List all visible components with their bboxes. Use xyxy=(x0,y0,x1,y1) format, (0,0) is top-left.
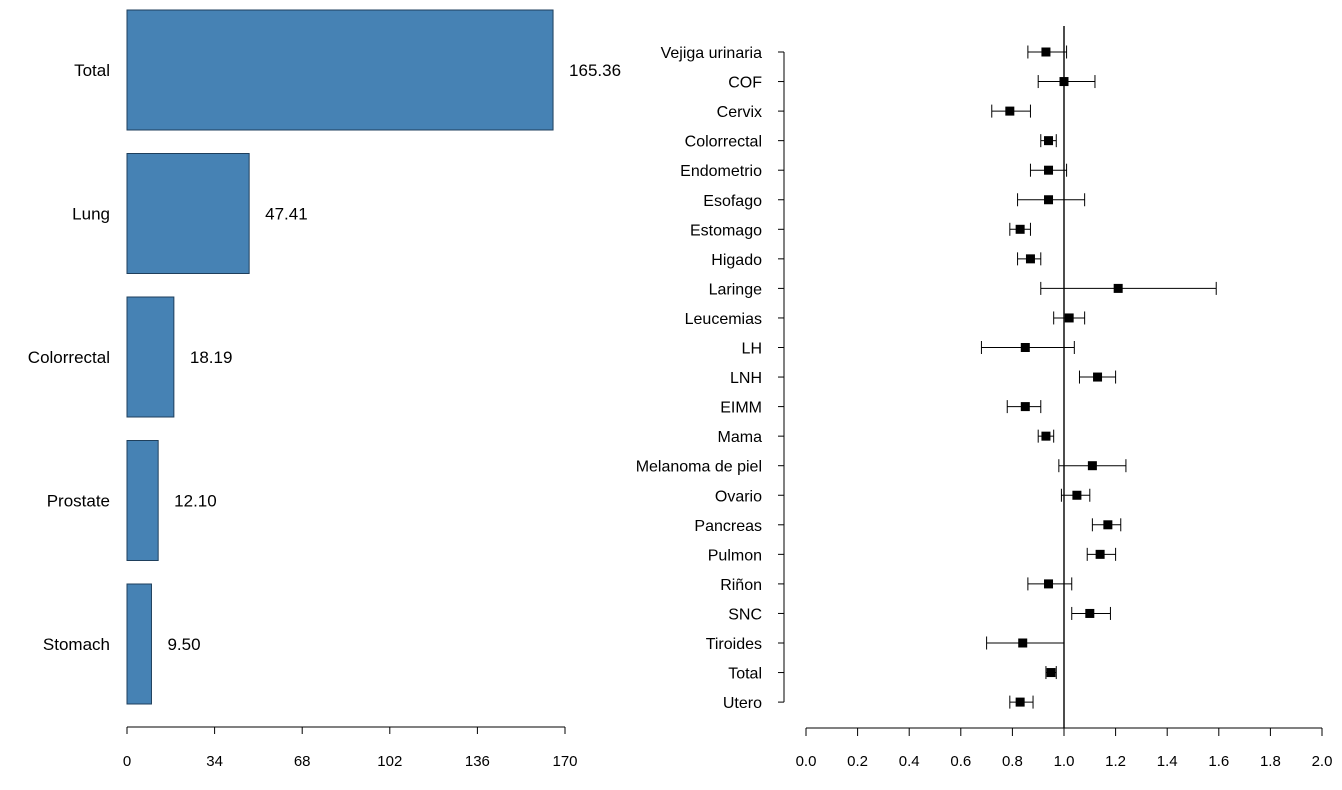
x-tick-label: 68 xyxy=(294,753,311,770)
x-tick-label: 0.0 xyxy=(796,753,817,770)
point-estimate xyxy=(1044,579,1054,589)
point-estimate xyxy=(1018,638,1028,648)
x-tick-label: 170 xyxy=(552,753,577,770)
point-estimate xyxy=(1015,697,1025,707)
x-tick-label: 0 xyxy=(123,753,131,770)
point-estimate xyxy=(1046,668,1056,678)
point-estimate xyxy=(1044,136,1054,146)
bar xyxy=(126,9,554,131)
data-label: 165.36 xyxy=(569,61,621,80)
category-label: Total xyxy=(728,666,762,683)
category-label: Estomago xyxy=(690,222,762,239)
point-estimate xyxy=(1093,372,1103,382)
point-estimate xyxy=(1103,520,1113,530)
category-label: Mama xyxy=(718,429,763,446)
point-estimate xyxy=(1087,461,1097,471)
category-label: Esofago xyxy=(703,193,762,210)
category-label: COF xyxy=(728,75,762,92)
bar xyxy=(126,440,159,561)
category-label: Tiroides xyxy=(706,636,762,653)
bar xyxy=(126,296,175,418)
point-estimate xyxy=(1044,165,1054,175)
data-label: 12.10 xyxy=(174,492,217,511)
category-label: Melanoma de piel xyxy=(636,459,762,476)
point-estimate xyxy=(1005,106,1015,116)
category-label: Higado xyxy=(711,252,762,269)
x-tick-label: 0.6 xyxy=(950,753,971,770)
category-label: Colorrectal xyxy=(685,134,762,151)
x-tick-label: 1.6 xyxy=(1208,753,1229,770)
data-label: 18.19 xyxy=(190,348,233,367)
category-label: Utero xyxy=(723,695,762,712)
point-estimate xyxy=(1041,431,1051,441)
point-estimate xyxy=(1025,254,1035,264)
x-tick-label: 0.4 xyxy=(899,753,920,770)
x-tick-label: 1.8 xyxy=(1260,753,1281,770)
category-label: Stomach xyxy=(43,635,110,654)
x-tick-label: 1.0 xyxy=(1054,753,1075,770)
x-tick-label: 0.2 xyxy=(847,753,868,770)
category-label: Leucemias xyxy=(685,311,762,328)
point-estimate xyxy=(1085,608,1095,618)
category-label: Cervix xyxy=(717,104,762,121)
bar-chart-cancer-incidence: Total 165.36 Lung 47.41 Colorrectal 18.19 Pros… xyxy=(28,9,621,770)
x-tick-label: 102 xyxy=(377,753,402,770)
x-tick-label: 34 xyxy=(206,753,223,770)
category-label: Riñon xyxy=(720,577,762,594)
category-label: Total xyxy=(74,61,110,80)
category-label: SNC xyxy=(728,606,762,623)
x-tick-label: 1.2 xyxy=(1105,753,1126,770)
data-label: 47.41 xyxy=(265,205,308,224)
category-label: Pancreas xyxy=(694,518,762,535)
x-tick-label: 1.4 xyxy=(1157,753,1178,770)
point-estimate xyxy=(1113,283,1123,293)
category-label: EIMM xyxy=(720,400,762,417)
category-label: Ovario xyxy=(715,488,762,505)
x-tick-label: 2.0 xyxy=(1312,753,1333,770)
x-tick-label: 0.8 xyxy=(1002,753,1023,770)
point-estimate xyxy=(1072,490,1082,500)
point-estimate xyxy=(1041,47,1051,57)
point-estimate xyxy=(1095,549,1105,559)
category-label: Endometrio xyxy=(680,163,762,180)
point-estimate xyxy=(1020,402,1030,412)
category-label: Vejiga urinaria xyxy=(661,45,763,62)
point-estimate xyxy=(1015,224,1025,234)
category-label: Laringe xyxy=(709,281,762,298)
point-estimate xyxy=(1064,313,1074,323)
bar xyxy=(126,153,250,274)
category-label: Colorrectal xyxy=(28,348,110,367)
category-label: LNH xyxy=(730,370,762,387)
category-label: Prostate xyxy=(47,492,110,511)
bar xyxy=(126,583,152,705)
point-estimate xyxy=(1059,77,1069,87)
x-tick-label: 136 xyxy=(465,753,490,770)
category-label: Lung xyxy=(72,205,110,224)
point-estimate xyxy=(1044,195,1054,205)
forest-plot-ratios: Vejiga urinaria COF Cervix Colorrectal Endom… xyxy=(636,26,1333,770)
point-estimate xyxy=(1020,343,1030,352)
category-label: Pulmon xyxy=(708,547,762,564)
data-label: 9.50 xyxy=(167,635,200,654)
category-label: LH xyxy=(742,341,762,358)
